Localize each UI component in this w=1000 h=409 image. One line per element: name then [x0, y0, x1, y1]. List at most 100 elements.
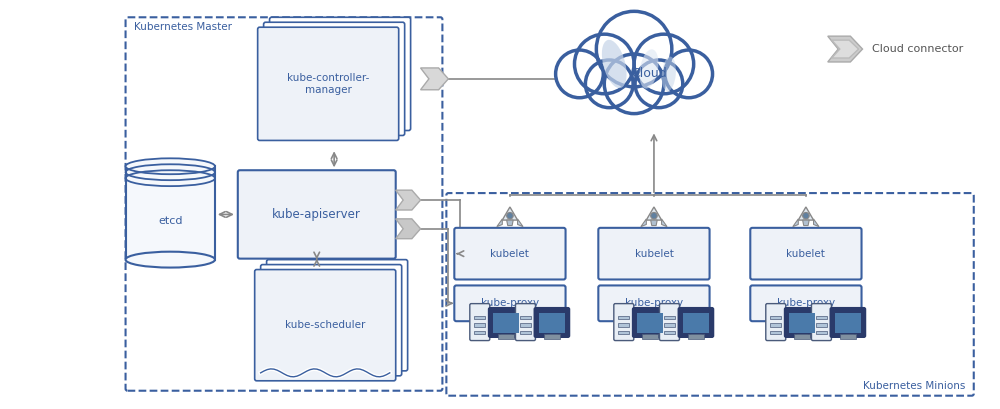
Circle shape — [574, 34, 634, 94]
Bar — [474, 323, 485, 326]
Polygon shape — [646, 207, 662, 220]
FancyBboxPatch shape — [126, 17, 442, 391]
Bar — [770, 330, 781, 334]
Bar — [843, 334, 853, 337]
Polygon shape — [396, 190, 421, 210]
Bar — [688, 334, 704, 339]
Bar — [520, 316, 531, 319]
Bar — [816, 330, 827, 334]
Bar — [816, 323, 827, 326]
Bar — [637, 313, 663, 333]
Bar — [664, 316, 675, 319]
FancyBboxPatch shape — [470, 303, 490, 341]
Bar — [840, 334, 856, 339]
Bar — [544, 334, 560, 339]
Bar — [794, 334, 810, 339]
Bar — [835, 313, 861, 333]
FancyBboxPatch shape — [267, 260, 408, 371]
Polygon shape — [507, 220, 513, 225]
FancyBboxPatch shape — [534, 308, 569, 337]
Circle shape — [556, 50, 603, 98]
Text: Cloud connector: Cloud connector — [872, 44, 964, 54]
Polygon shape — [814, 219, 819, 227]
Bar — [645, 334, 655, 337]
Bar — [498, 334, 514, 339]
Text: kube-scheduler: kube-scheduler — [285, 320, 365, 330]
FancyBboxPatch shape — [264, 22, 405, 135]
Bar — [474, 330, 485, 334]
FancyBboxPatch shape — [660, 303, 679, 341]
FancyBboxPatch shape — [750, 228, 862, 279]
Text: kube-proxy: kube-proxy — [625, 298, 683, 308]
Polygon shape — [798, 207, 814, 220]
FancyBboxPatch shape — [258, 27, 399, 140]
FancyBboxPatch shape — [454, 285, 566, 321]
Bar — [797, 334, 807, 337]
Bar — [770, 323, 781, 326]
Circle shape — [634, 34, 694, 94]
Bar — [126, 166, 215, 260]
FancyBboxPatch shape — [261, 265, 402, 376]
Ellipse shape — [602, 40, 627, 88]
FancyBboxPatch shape — [598, 285, 710, 321]
Polygon shape — [641, 219, 646, 227]
Text: kubelet: kubelet — [786, 249, 825, 258]
Text: kube-proxy: kube-proxy — [777, 298, 835, 308]
Text: Kubernetes Minions: Kubernetes Minions — [863, 381, 966, 391]
FancyBboxPatch shape — [785, 308, 820, 337]
Polygon shape — [421, 68, 448, 90]
FancyBboxPatch shape — [766, 303, 786, 341]
Polygon shape — [497, 219, 502, 227]
FancyBboxPatch shape — [633, 308, 668, 337]
Polygon shape — [651, 220, 657, 225]
Text: kubelet: kubelet — [490, 249, 529, 258]
Polygon shape — [828, 36, 863, 62]
Text: Kubernetes Master: Kubernetes Master — [134, 22, 232, 32]
Bar — [618, 330, 629, 334]
FancyBboxPatch shape — [811, 303, 831, 341]
Polygon shape — [662, 219, 667, 227]
Bar — [664, 323, 675, 326]
Text: kube-controller-
manager: kube-controller- manager — [287, 73, 369, 94]
Bar — [493, 313, 519, 333]
FancyBboxPatch shape — [446, 193, 974, 396]
Ellipse shape — [640, 49, 658, 89]
FancyBboxPatch shape — [678, 308, 713, 337]
Text: etcd: etcd — [158, 216, 183, 226]
Text: Cloud: Cloud — [631, 67, 667, 81]
Circle shape — [635, 60, 683, 108]
Polygon shape — [502, 207, 518, 220]
Bar — [520, 323, 531, 326]
Bar — [618, 323, 629, 326]
Circle shape — [507, 212, 513, 219]
Bar — [539, 313, 565, 333]
Bar — [816, 316, 827, 319]
Ellipse shape — [126, 158, 215, 174]
Bar — [501, 334, 511, 337]
Ellipse shape — [126, 252, 215, 267]
Circle shape — [585, 60, 633, 108]
Text: kubelet: kubelet — [635, 249, 673, 258]
Circle shape — [665, 50, 713, 98]
Ellipse shape — [662, 56, 676, 91]
Bar — [683, 313, 709, 333]
Polygon shape — [803, 220, 809, 225]
Bar — [770, 316, 781, 319]
Polygon shape — [518, 219, 523, 227]
Text: kube-proxy: kube-proxy — [481, 298, 539, 308]
FancyBboxPatch shape — [830, 308, 865, 337]
FancyBboxPatch shape — [598, 228, 710, 279]
Text: kube-apiserver: kube-apiserver — [272, 208, 361, 221]
Polygon shape — [832, 40, 859, 58]
FancyBboxPatch shape — [750, 285, 862, 321]
Circle shape — [604, 54, 664, 114]
FancyBboxPatch shape — [515, 303, 535, 341]
Bar — [547, 334, 557, 337]
Bar — [642, 334, 658, 339]
FancyBboxPatch shape — [238, 170, 396, 258]
Bar — [664, 330, 675, 334]
FancyBboxPatch shape — [489, 308, 524, 337]
FancyBboxPatch shape — [255, 270, 396, 381]
Bar — [789, 313, 815, 333]
Circle shape — [596, 11, 672, 87]
